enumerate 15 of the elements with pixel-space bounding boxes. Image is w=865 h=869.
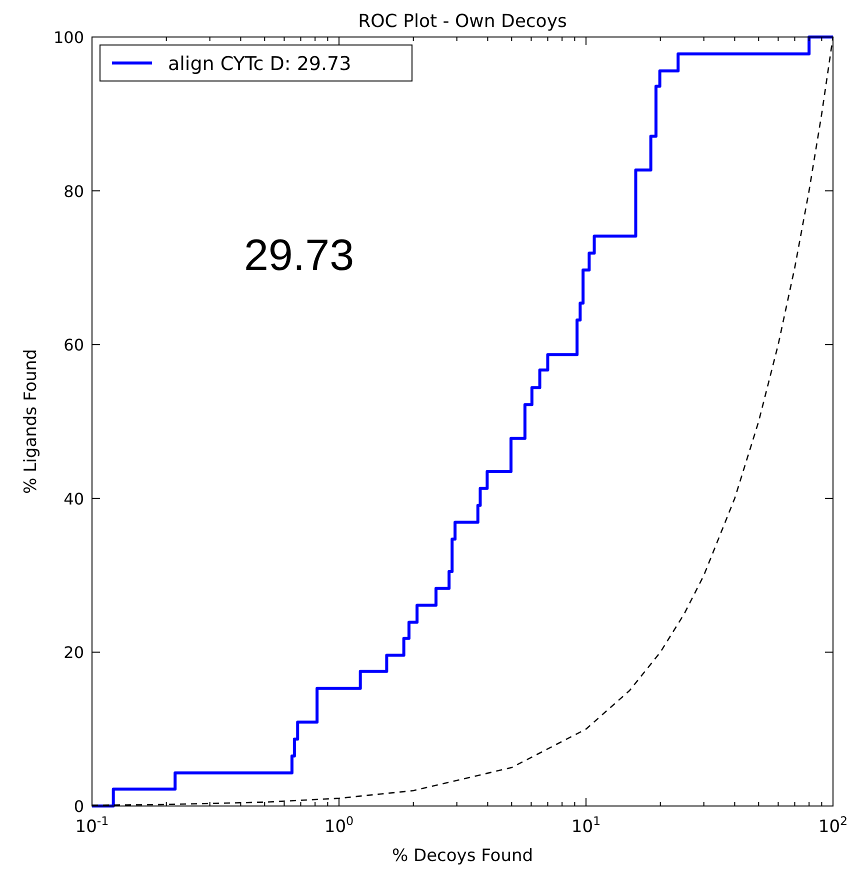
y-tick-label: 20 (64, 643, 84, 662)
x-tick-label: 10$^{1}$ (571, 814, 601, 837)
y-tick-label: 40 (64, 489, 84, 508)
y-axis-title: % Ligands Found (21, 349, 41, 494)
x-tick-label: 10$^{2}$ (818, 814, 848, 837)
y-tick-label: 0 (74, 797, 84, 816)
legend-label: align CYTc D: 29.73 (168, 53, 352, 75)
x-axis-title: % Decoys Found (392, 846, 534, 866)
y-tick-label: 60 (64, 336, 84, 355)
x-tick-label: 10$^{0}$ (324, 814, 354, 837)
y-tick-label: 100 (53, 28, 84, 47)
annotation: 29.73 (244, 231, 354, 280)
y-tick-label: 80 (64, 182, 84, 201)
chart-title: ROC Plot - Own Decoys (358, 11, 567, 32)
x-tick-label: 10$^{-1}$ (75, 814, 109, 837)
